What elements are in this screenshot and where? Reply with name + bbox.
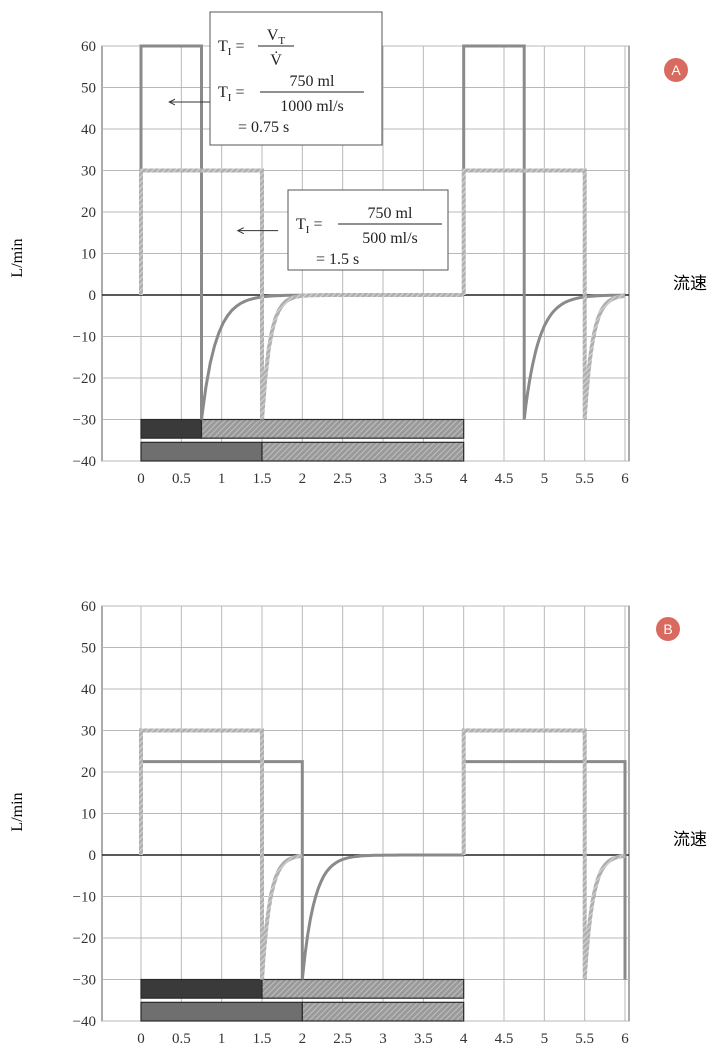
x-tick-label: 4 — [460, 471, 468, 487]
y-tick-label: 30 — [81, 724, 96, 740]
formula-result: = 1.5 s — [316, 251, 359, 268]
timing-bar-segment — [140, 441, 263, 462]
x-tick-label: 1.5 — [253, 471, 272, 487]
x-tick-label: 4 — [460, 1031, 468, 1047]
panel-a-badge: A — [664, 58, 688, 82]
x-tick-label: 2 — [299, 471, 307, 487]
series-line-hatched — [139, 168, 626, 420]
y-tick-label: 50 — [81, 641, 96, 657]
timing-bar-segment — [301, 1001, 465, 1022]
panel-b-series — [139, 728, 627, 980]
x-tick-label: 6 — [621, 1031, 629, 1047]
panel-b-chart: 60 50 40 30 20 10 0 −10 −20 −30 −40 0 0.5 1 1.5 2 2.5 3 3… — [9, 599, 707, 1047]
x-tick-label: 4.5 — [495, 471, 514, 487]
formula-lhs: TI = — [218, 84, 244, 104]
x-tick-label: 2 — [299, 1031, 307, 1047]
y-tick-label: 30 — [81, 164, 96, 180]
y-tick-label: 10 — [81, 247, 96, 263]
y-tick-label: 20 — [81, 765, 96, 781]
panel-a-chart: 60 50 40 30 20 10 0 −10 −20 −30 −40 0 0.5 1 1.5 2 2.5 3 3… — [9, 11, 707, 487]
x-tick-label: 1.5 — [253, 1031, 272, 1047]
x-tick-label: 3.5 — [414, 1031, 433, 1047]
panel-b-timing-bars — [140, 978, 465, 1022]
x-tick-label: 0 — [137, 1031, 145, 1047]
panel-a-badge-label: A — [671, 62, 681, 78]
x-tick-label: 0 — [137, 471, 145, 487]
x-tick-label: 5 — [541, 1031, 549, 1047]
formula-box-frame — [287, 189, 449, 271]
panel-a-x-tick-labels: 0 0.5 1 1.5 2 2.5 3 3.5 4 4.5 5 5.5 6 — [137, 471, 629, 487]
x-tick-label: 3 — [379, 471, 387, 487]
formula-numerator: 750 ml — [290, 73, 335, 90]
x-tick-label: 5.5 — [575, 471, 594, 487]
y-tick-label: 0 — [89, 288, 97, 304]
y-tick-label: 50 — [81, 81, 96, 97]
panel-a-series — [139, 44, 626, 420]
panel-a-flow-label: 流速 — [673, 274, 707, 293]
panel-b-y-axis-label: L/min — [9, 792, 26, 831]
y-tick-label: −20 — [73, 371, 96, 387]
x-tick-label: 5.5 — [575, 1031, 594, 1047]
timing-bar-segment — [261, 441, 465, 462]
formula-denominator: 500 ml/s — [362, 230, 418, 247]
x-tick-label: 3 — [379, 1031, 387, 1047]
formula-denominator: V̇ — [270, 51, 282, 69]
x-tick-label: 4.5 — [495, 1031, 514, 1047]
y-tick-label: 60 — [81, 599, 96, 615]
timing-bar-segment — [140, 418, 203, 439]
formula-denominator: 1000 ml/s — [280, 98, 344, 115]
x-tick-label: 0.5 — [172, 1031, 191, 1047]
timing-bar-segment — [200, 418, 465, 439]
panel-a-y-axis-label: L/min — [9, 238, 26, 277]
y-tick-label: −30 — [73, 973, 96, 989]
panel-b-x-tick-labels: 0 0.5 1 1.5 2 2.5 3 3.5 4 4.5 5 5.5 6 — [137, 1031, 629, 1047]
formula-result: = 0.75 s — [238, 119, 289, 136]
y-tick-label: −40 — [73, 454, 96, 470]
y-tick-label: −20 — [73, 931, 96, 947]
y-tick-label: 20 — [81, 205, 96, 221]
formula-box: TI = 750 ml 500 ml/s= 1.5 s — [238, 189, 449, 271]
x-tick-label: 5 — [541, 471, 549, 487]
y-tick-label: 10 — [81, 807, 96, 823]
y-tick-label: 40 — [81, 682, 96, 698]
formula-numerator: 750 ml — [368, 205, 413, 222]
formula-box-frame — [209, 11, 383, 146]
panel-a-y-tick-labels: 60 50 40 30 20 10 0 −10 −20 −30 −40 — [73, 39, 96, 470]
panel-b-grid — [101, 605, 630, 1022]
panel-a-timing-bars — [140, 418, 465, 462]
panel-a-annotations: TI = VT V̇ TI = 750 ml 1000 ml/s = 0.75 s TI = 7… — [169, 11, 449, 271]
x-tick-label: 6 — [621, 471, 629, 487]
y-tick-label: 60 — [81, 39, 96, 55]
y-tick-label: 40 — [81, 122, 96, 138]
formula-numerator: VT — [267, 27, 286, 47]
panel-b-badge: B — [656, 617, 680, 641]
x-tick-label: 1 — [218, 471, 226, 487]
y-tick-label: −10 — [73, 890, 96, 906]
formula-lhs: TI = — [218, 38, 244, 58]
timing-bar-segment — [261, 978, 465, 999]
y-tick-label: −40 — [73, 1014, 96, 1030]
x-tick-label: 2.5 — [333, 471, 352, 487]
formula-box: TI = VT V̇ TI = 750 ml 1000 ml/s = 0.75 s — [169, 11, 383, 146]
panel-b-flow-label: 流速 — [673, 830, 707, 849]
x-tick-label: 1 — [218, 1031, 226, 1047]
formula-lhs: TI = — [296, 216, 322, 236]
x-tick-label: 0.5 — [172, 471, 191, 487]
y-tick-label: −10 — [73, 330, 96, 346]
series-line-hatched — [139, 728, 626, 980]
panel-b-y-tick-labels: 60 50 40 30 20 10 0 −10 −20 −30 −40 — [73, 599, 96, 1030]
y-tick-label: −30 — [73, 413, 96, 429]
x-tick-label: 2.5 — [333, 1031, 352, 1047]
timing-bar-segment — [140, 1001, 303, 1022]
timing-bar-segment — [140, 978, 263, 999]
y-tick-label: 0 — [89, 848, 97, 864]
panel-b-badge-label: B — [663, 621, 672, 637]
x-tick-label: 3.5 — [414, 471, 433, 487]
